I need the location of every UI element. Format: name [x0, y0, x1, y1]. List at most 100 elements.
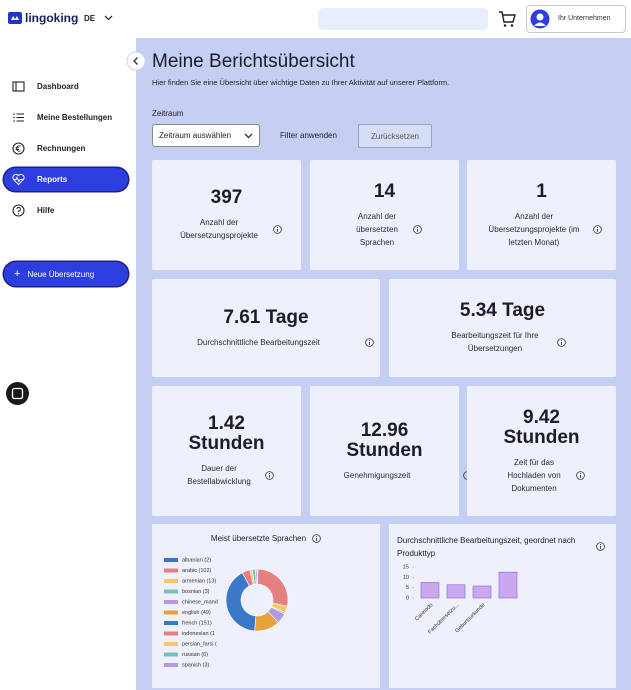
kpi-label-row: Anzahl der Übersetzungsprojekte (im letz…	[481, 210, 602, 249]
donut-slice	[257, 568, 289, 607]
kpi-label-row: Anzahl der Übersetzungsprojekte	[171, 216, 282, 242]
legend-label: russian (6)	[182, 652, 208, 658]
info-ring	[413, 224, 422, 234]
icon-shape	[13, 120, 15, 122]
legend-label: spanish (3)	[182, 662, 209, 668]
info-icon[interactable]	[596, 542, 605, 551]
kpi-label: Anzahl der übersetzten Sprachen	[356, 211, 398, 247]
collapse-button[interactable]	[126, 51, 146, 71]
kpi-label-row: Dauer der Bestellabwicklung	[179, 462, 274, 488]
sidebar	[0, 38, 136, 690]
plus-icon: +	[14, 267, 21, 280]
info-icon[interactable]	[576, 470, 585, 480]
info-icon[interactable]	[557, 337, 566, 347]
kpi-value: 12.96 Stunden	[346, 419, 423, 461]
chart-card: 0 5 10 15 Caretodo Fachübersetzu... Geburtsurk…	[389, 524, 616, 688]
chart: 051015CaretodoFachübersetzu...Geburtsurk…	[403, 564, 518, 635]
nav-item[interactable]: Hilfe	[4, 199, 128, 222]
button-label: Neue Übersetzung	[27, 269, 95, 279]
legend-label: indonesian (1	[182, 631, 215, 637]
legend-label: chinese_mand	[182, 599, 218, 605]
info-ring	[557, 337, 566, 347]
kpi-label-row: Bearbeitungszeit für Ihre Übersetzungen	[439, 329, 566, 355]
legend-swatch	[164, 568, 178, 573]
kpi-value: 1	[536, 180, 547, 202]
apply-filter[interactable]: Filter anwenden	[280, 131, 337, 140]
legend-swatch	[164, 642, 178, 646]
language-chevron[interactable]	[104, 14, 113, 22]
info-icon[interactable]	[312, 534, 321, 543]
account-button[interactable]: Ihr Unternehmen	[526, 5, 626, 33]
kpi-card: 1 Anzahl der Übersetzungsprojekte (im let…	[467, 160, 616, 270]
select-text: Zeitraum auswählen	[159, 131, 232, 140]
kpi-card: 12.96 Stunden Genehmigungszeit	[310, 386, 472, 516]
collapse-chevron	[133, 57, 138, 65]
chart-card: albanian (2) arabic (102) armenian (13) bos…	[152, 524, 380, 688]
info-ring	[576, 470, 585, 480]
info-icon[interactable]	[593, 224, 602, 234]
kpi-label-row: Genehmigungszeit	[297, 469, 472, 482]
info-dot	[579, 472, 582, 474]
chat-button[interactable]	[6, 382, 29, 405]
reset-label: Zurücksetzen	[370, 131, 420, 141]
nav-item[interactable]: Reports	[4, 168, 128, 191]
avatar-head	[536, 13, 544, 21]
info-icon[interactable]	[273, 224, 282, 234]
y-tick-label: 0	[406, 595, 409, 601]
icon-shape	[13, 113, 15, 115]
info-ring	[593, 224, 602, 234]
kpi-label-row: Durchschnittliche Bearbeitungszeit	[159, 336, 374, 349]
legend-label: albanian (2)	[182, 557, 211, 563]
brand[interactable]: lingoking	[25, 11, 79, 25]
nav-icon	[12, 142, 25, 155]
info-dot	[316, 536, 318, 538]
bar	[446, 584, 466, 599]
new-translation-button[interactable]: + Neue Übersetzung	[4, 262, 128, 286]
icon-shape	[13, 116, 15, 119]
kpi-card: 1.42 Stunden Dauer der Bestellabwicklung	[152, 386, 301, 516]
legend-label: arabic (102)	[182, 568, 212, 574]
logo-icon	[8, 12, 22, 24]
cart-wheel	[503, 24, 507, 27]
icon-shape	[15, 145, 21, 152]
avatar-body	[534, 22, 546, 26]
cart-icon[interactable]	[498, 10, 516, 28]
info-ring	[596, 542, 605, 551]
search-box[interactable]	[318, 8, 488, 30]
info-dot	[268, 472, 271, 474]
period-select[interactable]: Zeitraum auswählen	[152, 124, 260, 147]
icon-shape	[17, 213, 20, 215]
chat-glyph	[11, 387, 24, 400]
nav-icon	[12, 173, 25, 186]
legend-label: armenian (13)	[182, 578, 216, 584]
nav-item[interactable]: Rechnungen	[4, 137, 128, 160]
info-icon[interactable]	[265, 470, 274, 480]
nav-item[interactable]: Meine Bestellungen	[4, 106, 128, 129]
legend-swatch	[164, 579, 178, 583]
bar	[420, 582, 440, 599]
chevron	[244, 133, 253, 139]
nav-icon	[12, 204, 25, 217]
y-tick-label: 15	[403, 564, 409, 570]
info-ring	[273, 224, 282, 234]
top-bar: lingoking DE Ihr Unternehmen	[0, 0, 631, 38]
info-ring	[312, 534, 321, 543]
reset-button[interactable]: Zurücksetzen	[358, 124, 432, 148]
icon-shape	[12, 173, 25, 186]
logo-mark	[11, 16, 19, 20]
legend-swatch	[164, 589, 178, 594]
bar	[472, 585, 492, 599]
legend-swatch	[164, 663, 178, 667]
nav-item[interactable]: Dashboard	[4, 75, 128, 98]
language[interactable]: DE	[84, 14, 96, 23]
info-ring	[364, 337, 374, 347]
donut-slice	[225, 572, 257, 632]
info-dot	[416, 226, 419, 228]
kpi-card: 397 Anzahl der Übersetzungsprojekte	[152, 160, 301, 270]
kpi-card: 5.34 Tage Bearbeitungszeit für Ihre Übers…	[389, 279, 616, 377]
kpi-value: 14	[373, 180, 396, 202]
info-icon[interactable]	[413, 224, 422, 234]
info-icon[interactable]	[364, 337, 374, 347]
y-tick-label: 5	[406, 585, 409, 591]
